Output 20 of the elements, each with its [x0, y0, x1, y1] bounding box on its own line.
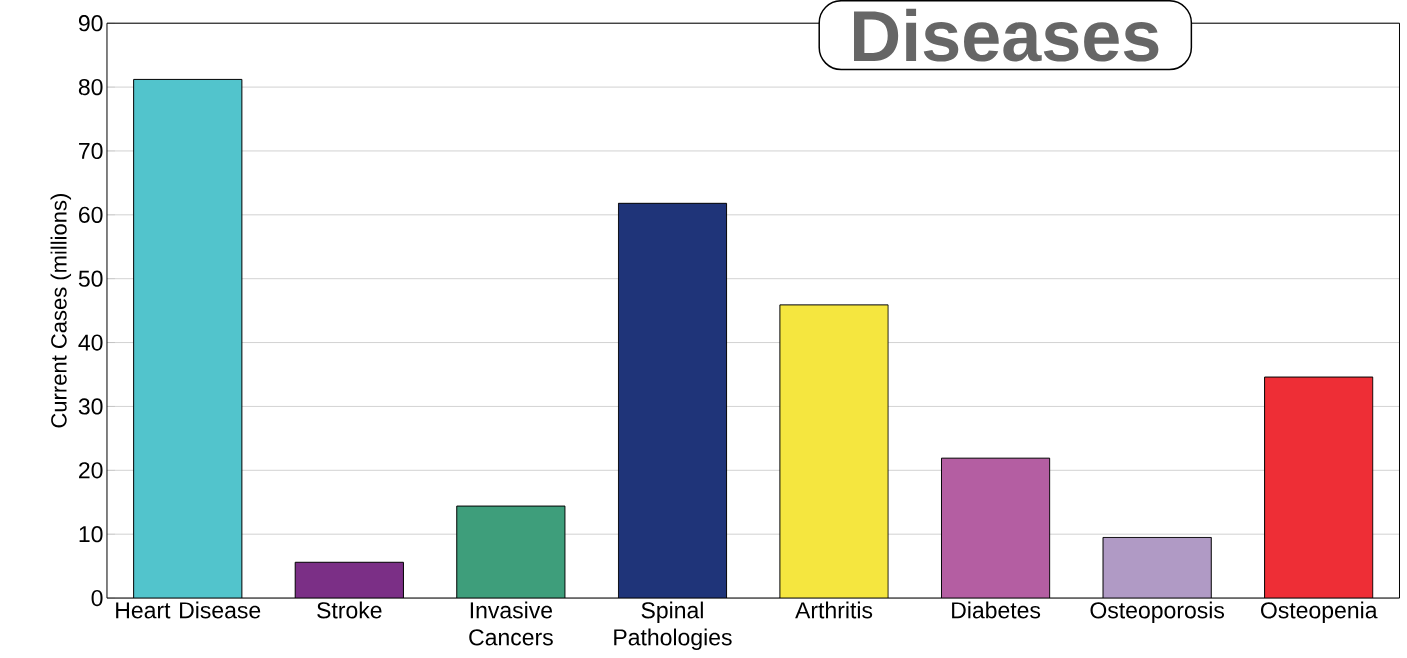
y-tick-label: 80: [78, 78, 103, 96]
y-tick-label: 50: [78, 270, 103, 287]
y-tick-label: 40: [78, 334, 103, 351]
y-tick-label: 30: [78, 398, 103, 415]
y-tick-label: 20: [79, 462, 103, 479]
y-tick-label: 10: [79, 526, 103, 543]
x-tick-label: Osteoporosis: [1090, 601, 1225, 623]
y-tick-label: 0: [91, 589, 103, 607]
x-tick-label: Diabetes: [952, 601, 1041, 619]
x-tick-label: Invasive Cancers: [469, 601, 553, 646]
x-tick-label: Arthritis: [795, 601, 873, 619]
x-tick-label: Stroke: [317, 601, 382, 619]
x-tick-label: Heart Disease: [116, 601, 261, 619]
x-tick-label: Spinal Pathologies: [614, 601, 732, 650]
chart-title: Diseases: [854, 8, 1159, 62]
y-axis-title: Current Cases (millions): [50, 194, 72, 428]
y-tick-label: 70: [79, 142, 103, 160]
y-tick-label: 60: [79, 206, 103, 223]
y-tick-label: 90: [78, 15, 103, 32]
x-tick-label: Osteopenia: [1261, 601, 1378, 623]
